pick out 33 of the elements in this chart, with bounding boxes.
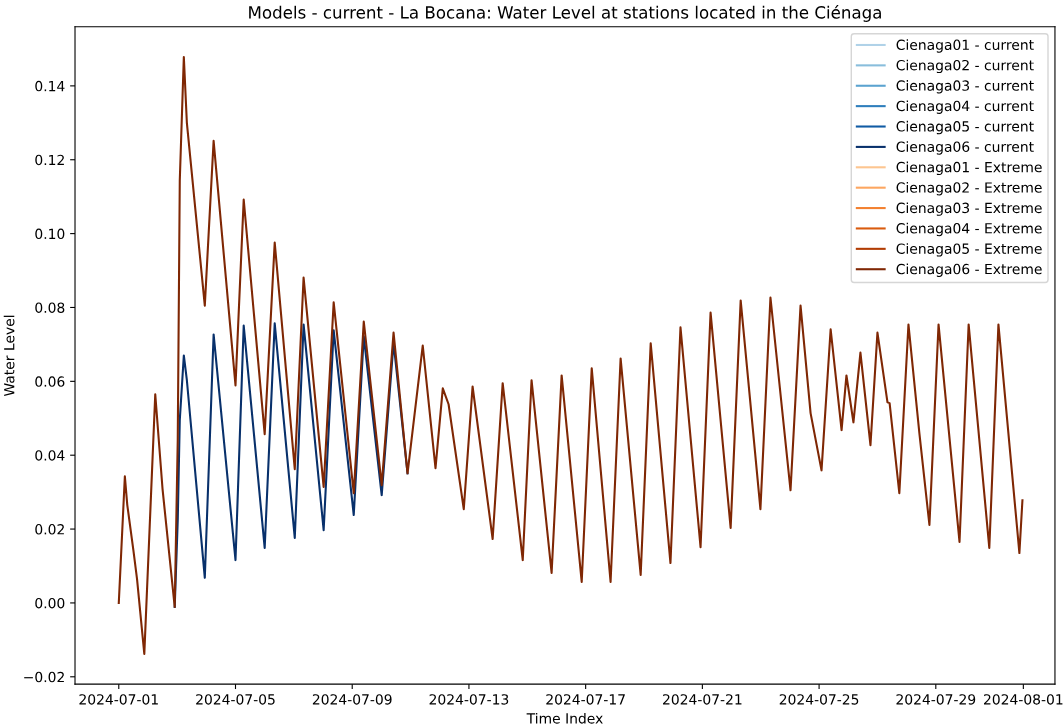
x-tick-label: 2024-07-13 bbox=[429, 694, 509, 705]
y-tick-label: 0.12 bbox=[35, 154, 64, 166]
legend-label: Cienaga06 - current bbox=[896, 141, 1034, 155]
legend-label: Cienaga04 - current bbox=[896, 100, 1034, 114]
x-tick-label: 2024-08-01 bbox=[984, 694, 1063, 705]
legend-label: Cienaga04 - Extreme bbox=[896, 222, 1042, 237]
chart-title: Models - current - La Bocana: Water Level at stations located in the Ciénaga bbox=[249, 5, 881, 22]
y-tick-label: 0.04 bbox=[35, 450, 65, 461]
legend-label: Cienaga02 - current bbox=[896, 59, 1034, 74]
x-tick-label: 2024-07-01 bbox=[79, 694, 158, 705]
x-tick-label: 2024-07-29 bbox=[896, 694, 976, 705]
y-tick-label: −0.02 bbox=[24, 671, 64, 683]
y-tick-label: 0.06 bbox=[35, 376, 65, 387]
legend-label: Cienaga06 - Extreme bbox=[896, 263, 1042, 277]
x-tick-label: 2024-07-17 bbox=[546, 694, 625, 705]
legend-label: Cienaga02 - Extreme bbox=[896, 181, 1042, 196]
x-axis-title: Time Index bbox=[526, 712, 603, 724]
legend-label: Cienaga05 - current bbox=[896, 120, 1034, 135]
x-tick-label: 2024-07-21 bbox=[663, 694, 742, 705]
y-tick-label: 0.08 bbox=[35, 302, 65, 313]
y-tick-label: 0.00 bbox=[35, 597, 65, 609]
x-tick-label: 2024-07-05 bbox=[196, 694, 275, 705]
x-tick-label: 2024-07-09 bbox=[312, 694, 392, 705]
legend-label: Cienaga03 - Extreme bbox=[896, 202, 1042, 216]
legend-label: Cienaga05 - Extreme bbox=[896, 243, 1042, 257]
y-axis-title: Water Level bbox=[3, 315, 15, 397]
legend-label: Cienaga01 - current bbox=[896, 39, 1034, 53]
legend-label: Cienaga01 - Extreme bbox=[896, 161, 1042, 176]
y-tick-label: 0.02 bbox=[35, 524, 64, 535]
x-tick-label: 2024-07-25 bbox=[779, 694, 859, 705]
y-tick-label: 0.10 bbox=[35, 228, 65, 240]
legend-label: Cienaga03 - current bbox=[896, 80, 1034, 94]
y-tick-label: 0.14 bbox=[35, 80, 65, 92]
